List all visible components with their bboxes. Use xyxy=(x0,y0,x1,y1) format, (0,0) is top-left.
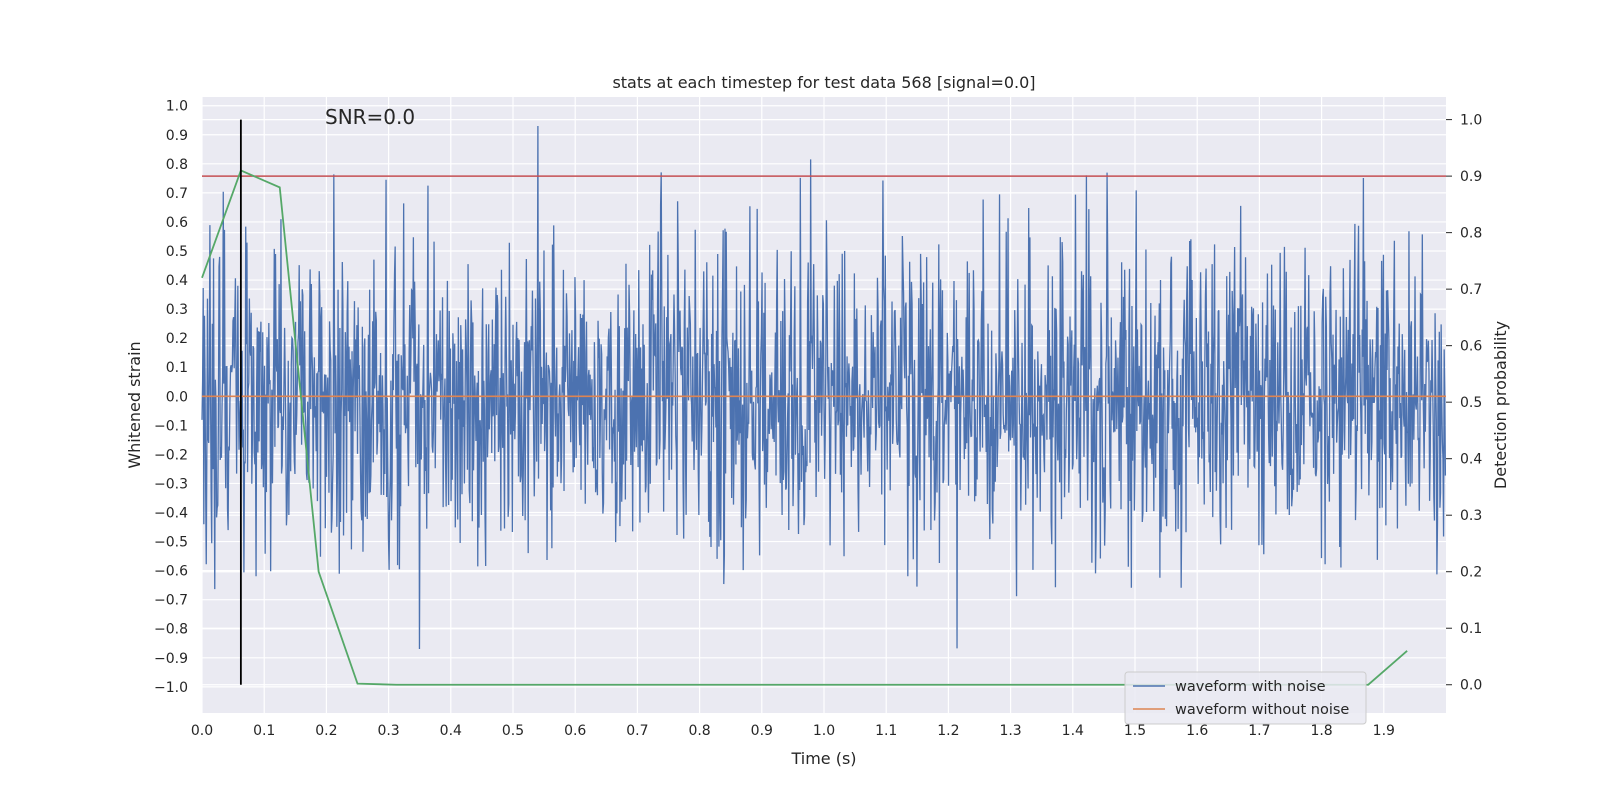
y2-tick-label: 0.3 xyxy=(1460,508,1482,524)
y-tick-label: 0.8 xyxy=(166,157,188,173)
chart-title: stats at each timestep for test data 568… xyxy=(612,73,1035,92)
x-tick-label: 0.1 xyxy=(253,723,275,739)
x-tick-label: 0.6 xyxy=(564,723,586,739)
y-tick-label: −0.5 xyxy=(154,535,188,551)
x-tick-label: 1.9 xyxy=(1373,723,1395,739)
y-tick-label: 0.9 xyxy=(166,128,188,144)
x-tick-label: 0.0 xyxy=(191,723,213,739)
x-tick-label: 0.2 xyxy=(315,723,337,739)
x-axis-ticks: 0.0 0.1 0.2 0.3 0.4 0.5 0.6 0.7 0.8 0.9 1.0 1.1 1.2 1… xyxy=(191,723,1395,739)
x-axis-label: Time (s) xyxy=(790,749,856,768)
x-tick-label: 1.4 xyxy=(1062,723,1084,739)
x-tick-label: 0.9 xyxy=(751,723,773,739)
y2-tick-label: 1.0 xyxy=(1460,113,1482,129)
y2-tick-label: 0.8 xyxy=(1460,226,1482,242)
y-tick-label: −0.9 xyxy=(154,651,188,667)
y2-tick-label: 0.1 xyxy=(1460,621,1482,637)
y2-tick-label: 0.6 xyxy=(1460,339,1482,355)
x-tick-label: 1.6 xyxy=(1186,723,1208,739)
snr-annotation: SNR=0.0 xyxy=(325,105,415,129)
legend-label-clean: waveform without noise xyxy=(1175,702,1349,718)
y-tick-label: −0.3 xyxy=(154,476,188,492)
x-tick-label: 0.5 xyxy=(502,723,524,739)
y-tick-label: 0.1 xyxy=(166,360,188,376)
legend-label-noisy: waveform with noise xyxy=(1175,679,1326,695)
y-axis-ticks: 1.0 0.9 0.8 0.7 0.6 0.5 0.4 0.3 0.2 0.1 0.0 −0.1 −0.… xyxy=(154,99,188,696)
x-tick-label: 1.8 xyxy=(1310,723,1332,739)
y-tick-label: 0.3 xyxy=(166,302,188,318)
y2-tick-label: 0.4 xyxy=(1460,452,1482,468)
y-tick-label: 0.5 xyxy=(166,244,188,260)
waveform-with-noise-line xyxy=(201,126,1447,649)
legend-box xyxy=(1124,671,1367,725)
y2-axis-label: Detection probability xyxy=(1491,321,1510,489)
y-tick-label: 0.6 xyxy=(166,215,188,231)
y-tick-label: −0.6 xyxy=(154,564,188,580)
y-tick-label: 0.4 xyxy=(166,273,188,289)
x-tick-label: 1.1 xyxy=(875,723,897,739)
legend: waveform with noise waveform without noi… xyxy=(1124,671,1367,725)
x-tick-label: 1.0 xyxy=(813,723,835,739)
y2-tick-label: 0.0 xyxy=(1460,678,1482,694)
y-tick-label: 0.2 xyxy=(166,331,188,347)
y-tick-label: −0.1 xyxy=(154,418,188,434)
y-tick-label: 0.7 xyxy=(166,186,188,202)
y2-tick-label: 0.7 xyxy=(1460,282,1482,298)
y-tick-label: 0.0 xyxy=(166,389,188,405)
y-axis-label: Whitened strain xyxy=(125,341,144,468)
y-tick-label: −0.7 xyxy=(154,593,188,609)
y-tick-label: −0.2 xyxy=(154,447,188,463)
y-tick-label: −0.4 xyxy=(154,506,188,522)
x-tick-label: 1.5 xyxy=(1124,723,1146,739)
x-tick-label: 0.3 xyxy=(377,723,399,739)
y2-tick-label: 0.5 xyxy=(1460,395,1482,411)
x-tick-label: 0.4 xyxy=(440,723,462,739)
y-tick-label: −1.0 xyxy=(154,680,188,696)
y2-tick-label: 0.2 xyxy=(1460,565,1482,581)
y-tick-label: −0.8 xyxy=(154,622,188,638)
y2-tick-label: 0.9 xyxy=(1460,169,1482,185)
y-tick-label: 1.0 xyxy=(166,99,188,115)
x-tick-label: 0.8 xyxy=(688,723,710,739)
x-tick-label: 1.7 xyxy=(1248,723,1270,739)
x-tick-label: 0.7 xyxy=(626,723,648,739)
x-tick-label: 1.2 xyxy=(937,723,959,739)
x-tick-label: 1.3 xyxy=(999,723,1021,739)
y2-axis-ticks: 1.0 0.9 0.8 0.7 0.6 0.5 0.4 0.3 0.2 0.1 0.0 xyxy=(1446,113,1482,694)
